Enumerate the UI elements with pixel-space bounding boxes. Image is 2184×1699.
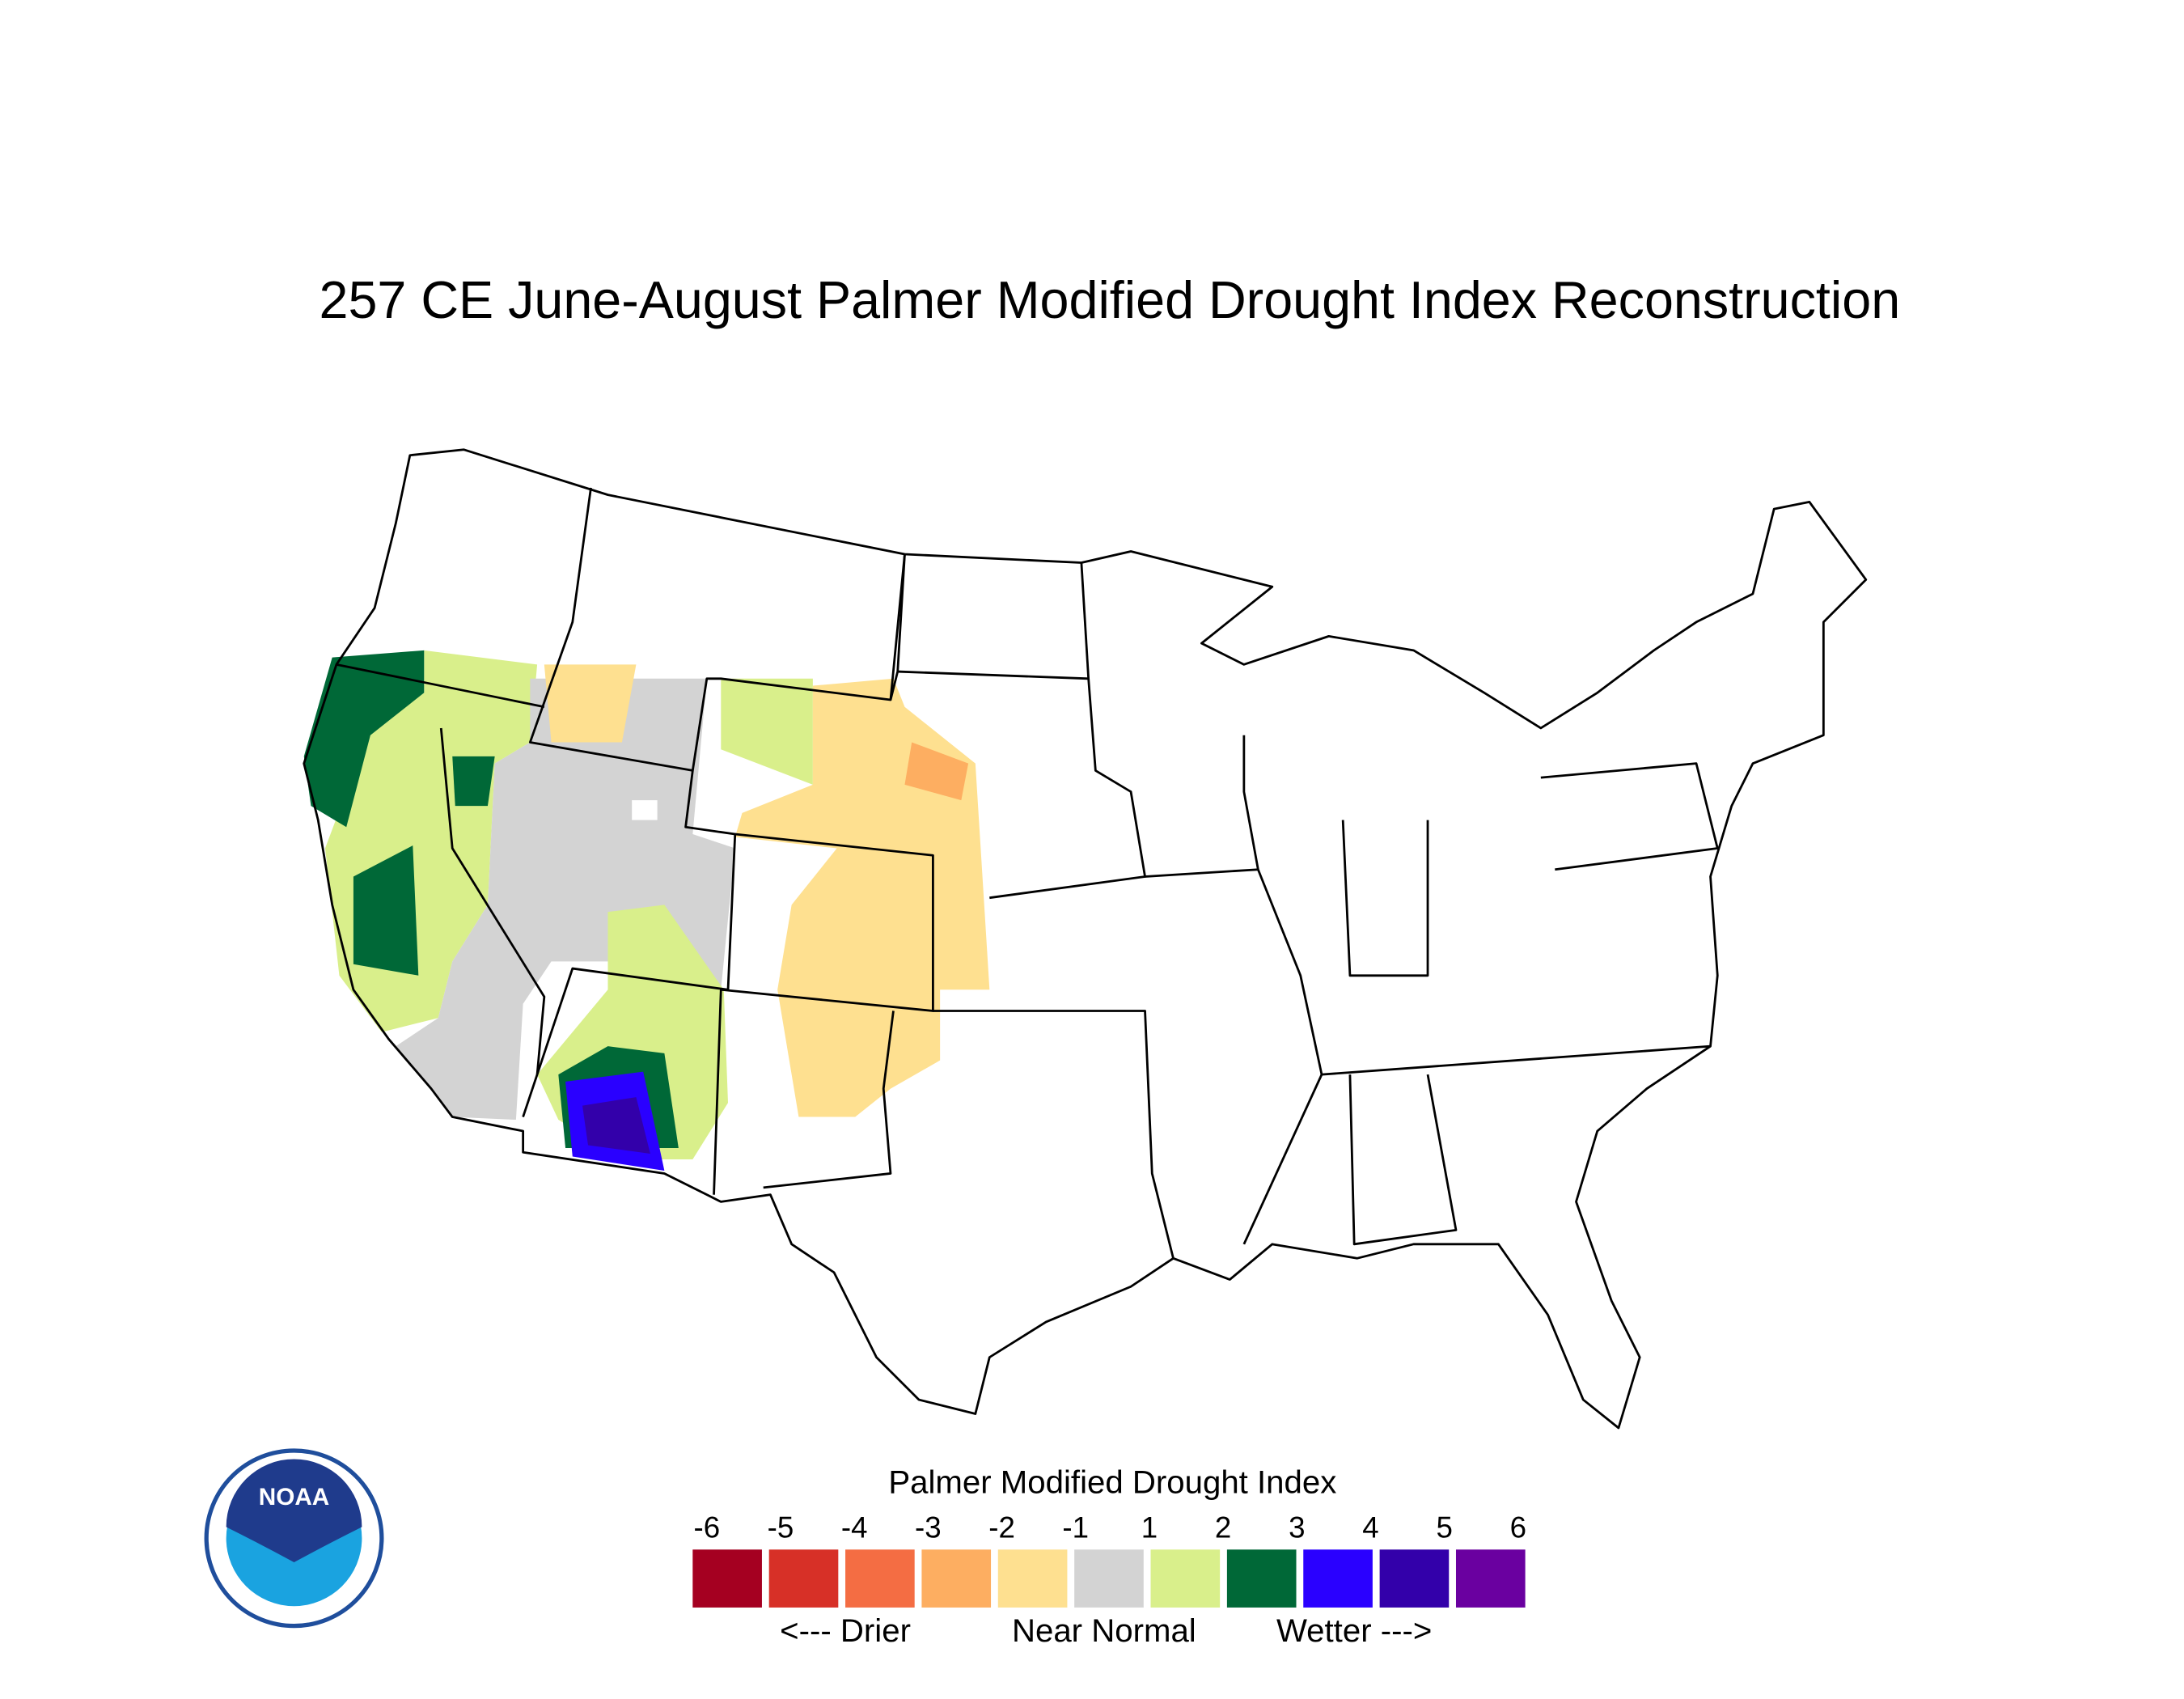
legend-swatch: [768, 1549, 839, 1608]
title: 257 CE June-August Palmer Modified Droug…: [320, 270, 1901, 329]
region-wet: [721, 678, 813, 785]
legend-tick-label: -6: [693, 1511, 720, 1544]
region-very-wet: [303, 650, 425, 828]
state-line: [1145, 868, 1323, 1245]
legend-caption: <--- Drier: [780, 1612, 911, 1649]
state-line: [889, 553, 906, 701]
legend-tick-label: -5: [768, 1511, 794, 1544]
region-dry: [544, 664, 637, 743]
region-drier: [904, 742, 969, 801]
legend-swatch: [1303, 1549, 1373, 1608]
legend-swatch: [1074, 1549, 1144, 1608]
legend-tick-label: 2: [1215, 1511, 1231, 1544]
state-line: [528, 487, 906, 772]
state-line: [1080, 562, 1090, 679]
legend-tick-label: -2: [988, 1511, 1015, 1544]
region-extreme-wet: [582, 1097, 650, 1154]
legend-swatch: [921, 1549, 992, 1608]
legend-tick-label: -3: [915, 1511, 942, 1544]
legend-swatch: [997, 1549, 1068, 1608]
logo-text: NOAA: [259, 1484, 329, 1510]
state-line: [336, 663, 545, 709]
state-line: [763, 1011, 895, 1189]
legend-title: Palmer Modified Drought Index: [888, 1464, 1336, 1501]
state-line: [1242, 735, 1259, 870]
state-line: [933, 1010, 1175, 1259]
legend-tick-label: 6: [1510, 1511, 1526, 1544]
region-blank: [632, 800, 658, 820]
legend-swatch: [1226, 1549, 1297, 1608]
legend-tick-label: 3: [1289, 1511, 1305, 1544]
legend-tick-label: -1: [1062, 1511, 1089, 1544]
legend-swatch: [1455, 1549, 1526, 1608]
legend-caption: Near Normal: [1012, 1612, 1196, 1649]
legend-tick-label: -4: [841, 1511, 868, 1544]
state-line: [1540, 762, 1719, 871]
legend-swatch: [845, 1549, 915, 1608]
region-very-wet: [452, 756, 495, 807]
region-very-wet: [353, 845, 419, 976]
legend-tick-label: 5: [1436, 1511, 1452, 1544]
legend: Palmer Modified Drought Index -6 -5 -4 -3 -2…: [692, 1464, 1526, 1649]
state-line: [897, 670, 1146, 900]
state-line: [439, 727, 546, 1075]
us-outline: [303, 448, 1868, 1430]
region-normal: [396, 678, 735, 1121]
noaa-logo: NOAA: [204, 1448, 384, 1629]
state-line: [1341, 820, 1429, 977]
legend-swatch: [1150, 1549, 1221, 1608]
state-line: [1321, 1044, 1711, 1076]
logo-top: [226, 1459, 362, 1563]
legend-tick-label: 1: [1141, 1511, 1158, 1544]
state-line: [522, 770, 737, 1117]
legend-caption: Wetter --->: [1276, 1612, 1432, 1649]
state-line: [1348, 1074, 1458, 1246]
map: [303, 448, 1868, 1430]
legend-swatch: [1379, 1549, 1450, 1608]
legend-tick-label: 4: [1362, 1511, 1378, 1544]
legend-swatch: [692, 1549, 762, 1608]
